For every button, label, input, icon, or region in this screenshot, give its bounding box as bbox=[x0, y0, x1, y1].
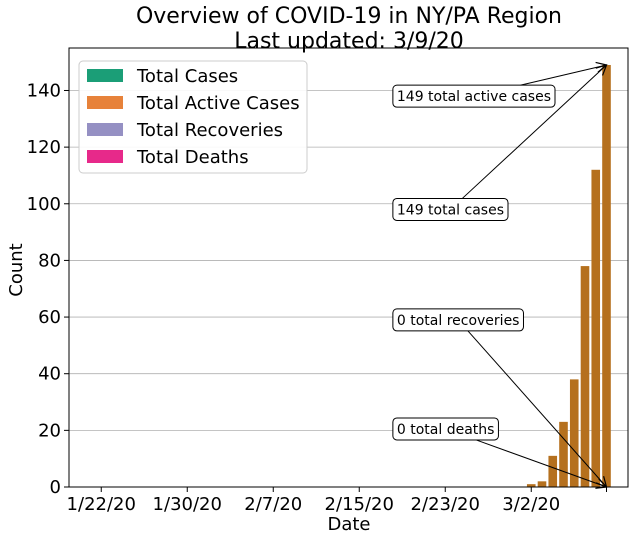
annotation-label: 149 total active cases bbox=[397, 89, 551, 105]
y-tick-label: 80 bbox=[38, 250, 61, 271]
x-tick-label: 1/30/20 bbox=[153, 494, 222, 515]
annotation-box bbox=[392, 84, 556, 108]
annotation-box bbox=[392, 417, 499, 441]
y-tick-label: 40 bbox=[38, 364, 61, 385]
annotations: 149 total active cases 149 total cases 0 t… bbox=[392, 65, 607, 487]
legend-entry: Total Recoveries bbox=[136, 120, 283, 141]
annotation-label: 0 total recoveries bbox=[397, 313, 520, 329]
y-tick-label: 100 bbox=[27, 194, 61, 215]
annotation: 149 total active cases bbox=[392, 84, 556, 108]
annotation-arrow bbox=[475, 439, 606, 487]
legend-entry: Total Active Cases bbox=[136, 93, 300, 114]
annotation-arrow bbox=[467, 330, 607, 487]
annotation-label: 149 total cases bbox=[397, 202, 504, 218]
plot-frame bbox=[68, 47, 629, 488]
x-tick-label: 2/23/20 bbox=[411, 494, 480, 515]
annotation-arrow bbox=[520, 65, 607, 86]
annotation-label: 0 total deaths bbox=[397, 422, 495, 438]
legend: Total Cases Total Active Cases Total Recov… bbox=[78, 60, 308, 174]
chart-title-line1: Overview of COVID-19 in NY/PA Region bbox=[136, 4, 562, 29]
bar bbox=[591, 169, 601, 487]
y-tick-label: 140 bbox=[27, 80, 61, 101]
bar bbox=[602, 64, 611, 488]
annotation: 149 total cases bbox=[392, 197, 509, 221]
y-axis-label: Count bbox=[6, 243, 27, 296]
bar bbox=[569, 379, 579, 487]
annotation-box bbox=[392, 197, 509, 221]
legend-swatch bbox=[87, 150, 123, 163]
legend-frame bbox=[78, 60, 308, 174]
annotation: 0 total recoveries bbox=[392, 308, 524, 332]
bar bbox=[548, 455, 558, 487]
y-tick-label: 120 bbox=[27, 137, 61, 158]
legend-swatch bbox=[87, 123, 123, 136]
legend-entry: Total Deaths bbox=[136, 147, 249, 168]
y-tick-label: 20 bbox=[38, 420, 61, 441]
chart-title-line2: Last updated: 3/9/20 bbox=[234, 29, 464, 54]
y-tick-label: 60 bbox=[38, 307, 61, 328]
bar bbox=[580, 266, 590, 487]
axis-ticks: 0 20 40 60 80 100 120 140 1/22/20 1/30/20 2/7/20 2/… bbox=[27, 80, 607, 515]
legend-swatch bbox=[87, 96, 123, 109]
bar bbox=[537, 481, 547, 487]
x-tick-label: 2/15/20 bbox=[325, 494, 394, 515]
x-tick-label: 3/2/20 bbox=[502, 494, 560, 515]
bars bbox=[526, 64, 611, 488]
y-tick-label: 0 bbox=[50, 477, 61, 498]
annotation-arrow bbox=[461, 65, 606, 199]
bar bbox=[526, 484, 536, 487]
x-tick-label: 2/7/20 bbox=[244, 494, 302, 515]
x-tick-label: 1/22/20 bbox=[67, 494, 136, 515]
x-axis-label: Date bbox=[327, 514, 370, 535]
legend-swatch bbox=[87, 69, 123, 82]
bar bbox=[559, 421, 568, 487]
legend-entry: Total Cases bbox=[136, 66, 238, 87]
annotation-box bbox=[392, 308, 524, 332]
annotation: 0 total deaths bbox=[392, 417, 499, 441]
